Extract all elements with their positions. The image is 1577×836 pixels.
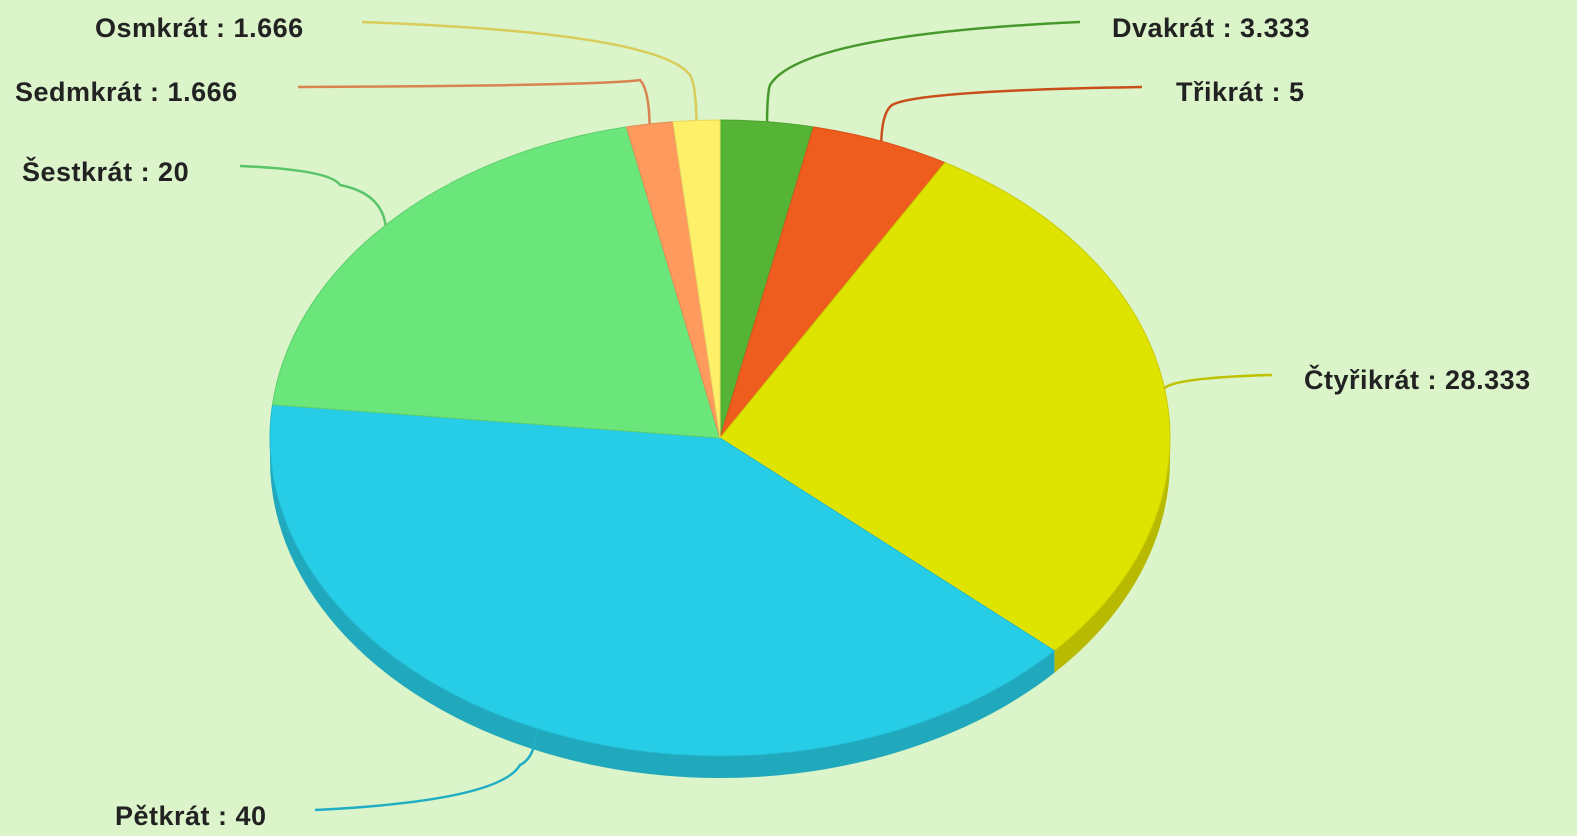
slice-label-petkrat: Pětkrát : 40 [115, 801, 267, 831]
slice-label-dvakrat: Dvakrát : 3.333 [1112, 13, 1310, 43]
slice-label-osmkrat: Osmkrát : 1.666 [95, 13, 304, 43]
slice-label-sestkrat: Šestkrát : 20 [22, 156, 189, 187]
pie-top-layer [269, 119, 1171, 757]
leader-line-dvakrat [765, 20, 1081, 122]
slice-labels: Dvakrát : 3.333 Třikrát : 5 Čtyřikrát : 28… [15, 13, 1531, 831]
leader-line-sedmkrat [297, 78, 651, 124]
slice-label-trikrat: Třikrát : 5 [1176, 77, 1305, 107]
leader-line-ctyrikrat [1163, 373, 1273, 390]
leader-line-osmkrat [361, 20, 698, 121]
leader-line-petkrat [314, 728, 539, 812]
pie-depth-layer [270, 438, 1170, 778]
slice-label-ctyrikrat: Čtyřikrát : 28.333 [1304, 364, 1531, 395]
leader-lines [239, 20, 1273, 812]
slice-osmkrat[interactable] [672, 119, 721, 439]
slice-ctyrikrat[interactable] [719, 161, 1171, 652]
leader-line-trikrat [880, 85, 1143, 142]
leader-line-sestkrat [239, 164, 387, 226]
slice-label-sedmkrat: Sedmkrát : 1.666 [15, 77, 238, 107]
slice-sestkrat[interactable] [271, 126, 721, 439]
slice-side-ctyrikrat [1054, 438, 1170, 673]
slice-petkrat[interactable] [269, 404, 1056, 757]
